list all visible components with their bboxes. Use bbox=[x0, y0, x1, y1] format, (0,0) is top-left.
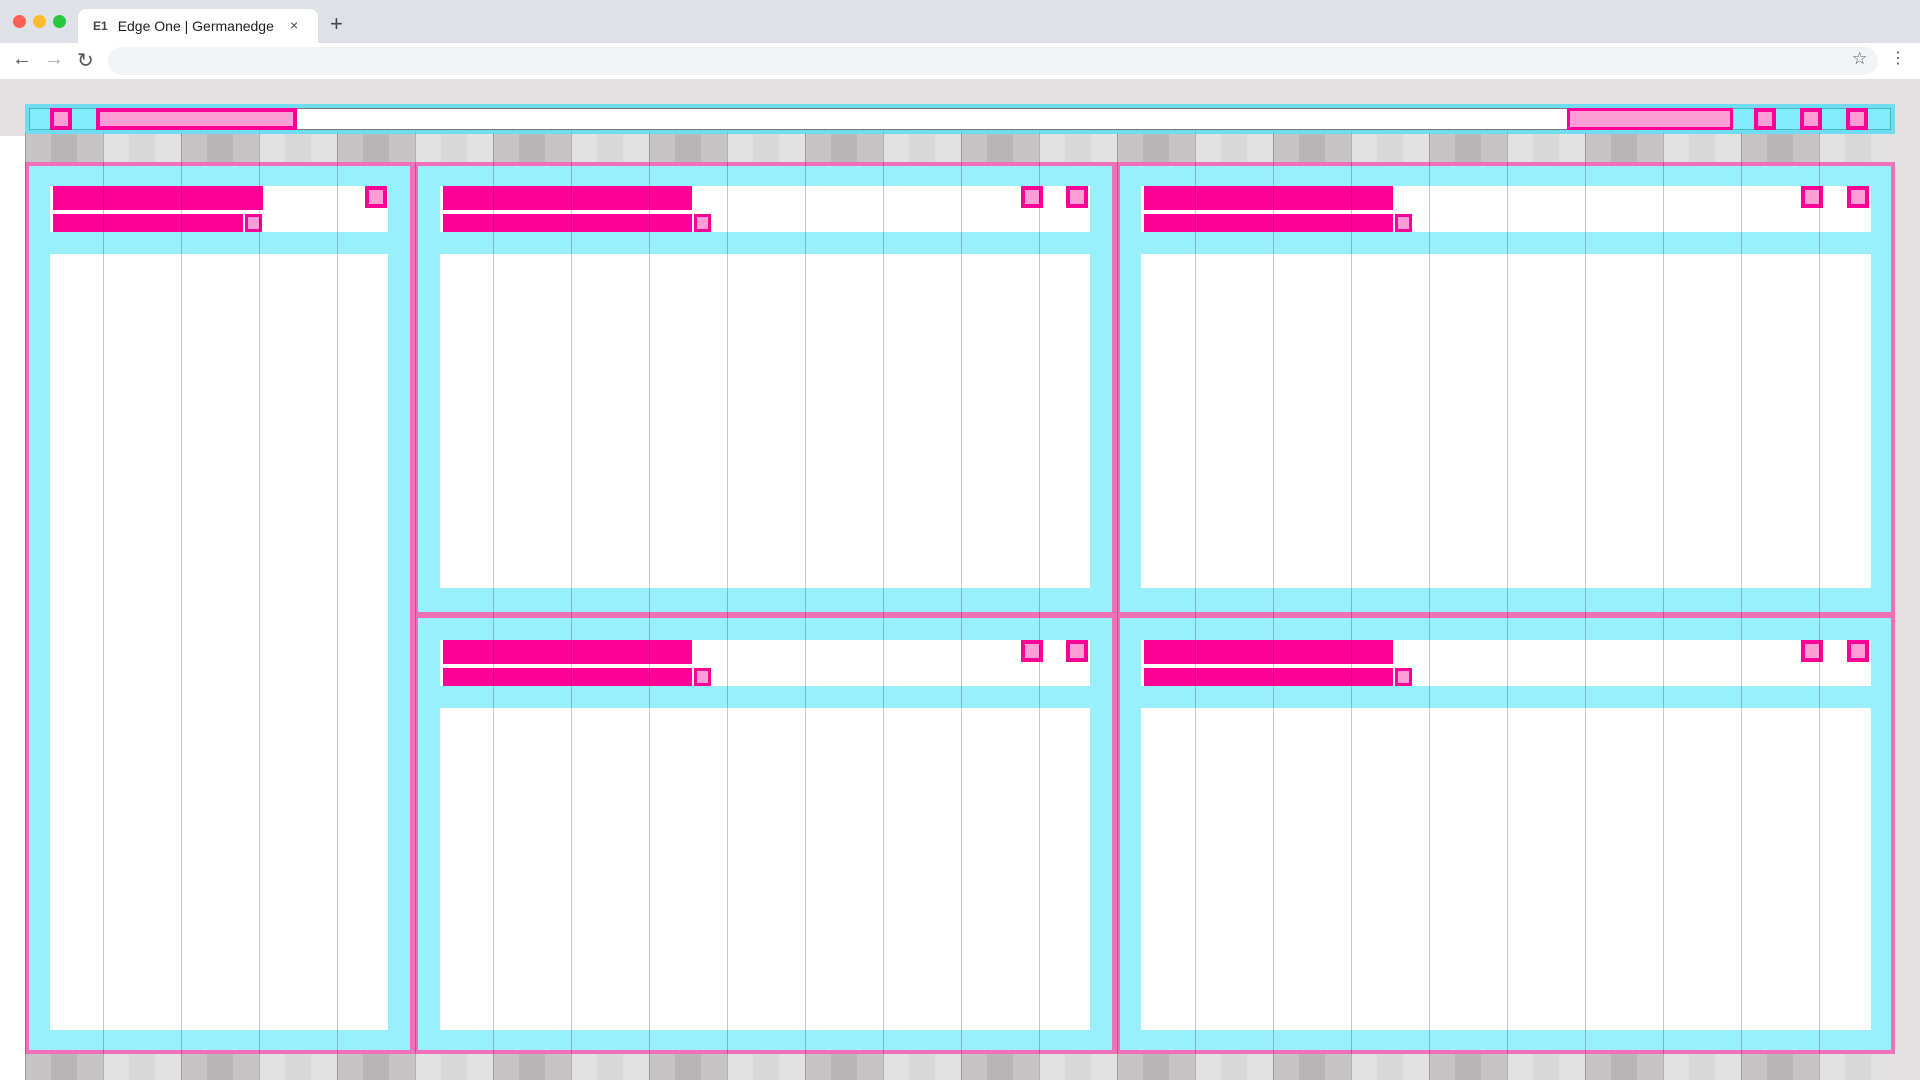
panel-right-top-title bbox=[1144, 186, 1393, 210]
page-margin bbox=[0, 136, 25, 1080]
panel-middle-top-subtitle bbox=[443, 214, 692, 232]
panel-right-bottom-subtitle-icon[interactable] bbox=[1395, 668, 1412, 686]
app-logo-placeholder bbox=[96, 108, 297, 130]
panel-left-title bbox=[53, 186, 263, 210]
panel-left-action-button[interactable] bbox=[365, 186, 387, 208]
header-action-button-3[interactable] bbox=[1846, 108, 1868, 130]
app-header-spacer bbox=[297, 108, 1567, 130]
maximize-window-button[interactable] bbox=[53, 15, 66, 28]
panel-middle-top-action-button-1[interactable] bbox=[1021, 186, 1043, 208]
header-action-button-1[interactable] bbox=[1754, 108, 1776, 130]
header-action-button-2[interactable] bbox=[1800, 108, 1822, 130]
app-menu-button[interactable] bbox=[50, 108, 72, 130]
panel-middle-top-body bbox=[440, 254, 1090, 588]
grid-column-band-bottom bbox=[25, 1053, 1895, 1080]
app-header-field[interactable] bbox=[1567, 108, 1733, 130]
close-window-button[interactable] bbox=[13, 15, 26, 28]
panel-right-bottom-action-button-1[interactable] bbox=[1801, 640, 1823, 662]
tab-close-icon[interactable]: × bbox=[290, 17, 299, 33]
panel-right-bottom-body bbox=[1141, 708, 1871, 1030]
favicon: E1 bbox=[93, 19, 108, 33]
address-bar[interactable] bbox=[108, 47, 1878, 75]
browser-tab[interactable]: E1 Edge One | Germanedge bbox=[78, 9, 318, 43]
panel-middle-top-action-button-2[interactable] bbox=[1066, 186, 1088, 208]
panel-right-top-action-button-2[interactable] bbox=[1847, 186, 1869, 208]
panel-right-top-action-button-1[interactable] bbox=[1801, 186, 1823, 208]
panel-right-top-body bbox=[1141, 254, 1871, 588]
browser-toolbar: ← → ↻ ☆ ⋮ bbox=[0, 43, 1920, 79]
panel-middle-bottom-title bbox=[443, 640, 692, 664]
panel-middle-bottom-action-button-2[interactable] bbox=[1066, 640, 1088, 662]
back-icon[interactable]: ← bbox=[12, 48, 32, 70]
new-tab-button[interactable]: + bbox=[330, 11, 343, 36]
minimize-window-button[interactable] bbox=[33, 15, 46, 28]
panel-left-body bbox=[50, 254, 388, 1030]
panel-middle-bottom-subtitle bbox=[443, 668, 692, 686]
panel-right-bottom-title bbox=[1144, 640, 1393, 664]
forward-icon[interactable]: → bbox=[44, 48, 64, 70]
panel-right-top-subtitle-icon[interactable] bbox=[1395, 214, 1412, 232]
reload-icon[interactable]: ↻ bbox=[77, 50, 94, 72]
tab-title: Edge One | Germanedge bbox=[117, 18, 274, 34]
panel-left-subtitle-icon[interactable] bbox=[245, 214, 262, 232]
panel-middle-bottom-subtitle-icon[interactable] bbox=[694, 668, 711, 686]
panel-right-top-subtitle bbox=[1144, 214, 1393, 232]
panel-right-bottom-action-button-2[interactable] bbox=[1847, 640, 1869, 662]
browser-menu-icon[interactable]: ⋮ bbox=[1890, 50, 1906, 67]
panel-middle-top-title bbox=[443, 186, 692, 210]
panel-middle-bottom-body bbox=[440, 708, 1090, 1030]
bookmark-star-icon[interactable]: ☆ bbox=[1852, 49, 1868, 68]
panel-middle-bottom-action-button-1[interactable] bbox=[1021, 640, 1043, 662]
grid-column-band-top bbox=[25, 134, 1895, 163]
panel-middle-top-subtitle-icon[interactable] bbox=[694, 214, 711, 232]
browser-tab-bar: E1 Edge One | Germanedge × + bbox=[0, 0, 1920, 43]
panel-left-subtitle bbox=[53, 214, 243, 232]
panel-right-bottom-subtitle bbox=[1144, 668, 1393, 686]
